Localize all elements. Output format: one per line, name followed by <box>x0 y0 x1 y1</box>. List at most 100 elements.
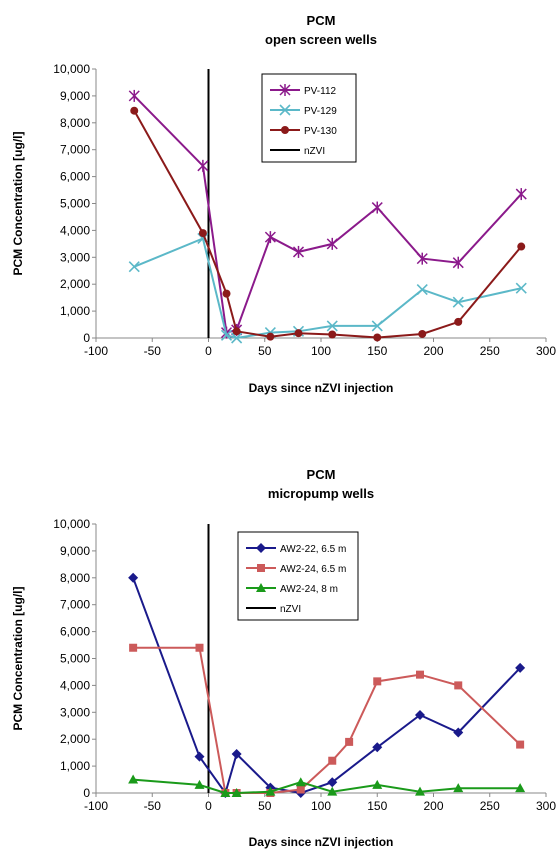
micropump-series-aw2-24-6-5-m-point <box>195 643 204 652</box>
open-screen-x-tick-label: 200 <box>423 344 443 358</box>
open-screen-legend-box <box>261 73 357 163</box>
open-screen-x-tick-label: 0 <box>205 344 212 358</box>
open-screen-series-pv-129-point <box>128 261 140 273</box>
open-screen-y-tick-label: 4,000 <box>60 223 90 237</box>
micropump-y-tick-label: 1,000 <box>60 759 90 773</box>
micropump-y-tick-label: 4,000 <box>60 678 90 692</box>
open-screen-y-tick-label: 0 <box>83 331 90 345</box>
open-screen-series-pv-129-point <box>220 329 233 341</box>
micropump-series-aw2-22-6-5-m-point <box>453 727 464 738</box>
micropump-series-aw2-24-6-5-m-point <box>129 643 138 652</box>
micropump-legend-item-aw2-22-6-5-m-marker <box>256 543 266 553</box>
open-screen-x-tick-label: 100 <box>311 344 331 358</box>
micropump-y-tick-label: 3,000 <box>60 705 90 719</box>
open-screen-series-pv-130-point <box>198 229 207 238</box>
chart-micropump-wells: PCM micropump wells 0 1,000 2,000 3,000 4,000 5… <box>0 426 557 852</box>
micropump-series-aw2-24-8-m-point <box>128 774 139 784</box>
micropump-legend-item-nzvi-label: nZVI <box>280 604 301 615</box>
open-screen-y-tick-label: 9,000 <box>60 89 90 103</box>
open-screen-legend-item-pv-112-marker <box>279 84 291 96</box>
open-screen-series-pv-112-point <box>197 159 209 172</box>
micropump-x-tick-label: 200 <box>423 799 443 813</box>
open-screen-series-pv-112-point <box>264 231 276 244</box>
open-screen-legend-item-pv-112-label: PV-112 <box>304 86 336 97</box>
micropump-series-aw2-24-8-m-point <box>453 783 464 793</box>
micropump-series-aw2-24-6-5-m <box>129 643 525 797</box>
open-screen-series-pv-130-point <box>373 333 382 342</box>
micropump-series-aw2-24-6-5-m-point <box>328 756 337 765</box>
micropump-series-aw2-24-6-5-m-point <box>345 737 354 746</box>
micropump-series-aw2-24-6-5-m-line <box>133 646 521 794</box>
open-screen-series-pv-130-point <box>294 329 303 338</box>
micropump-series-aw2-22-6-5-m-point <box>231 748 242 759</box>
chart-svg-micropump-wells: PCM micropump wells 0 1,000 2,000 3,000 4,000 5… <box>11 467 556 849</box>
micropump-y-tick-label: 9,000 <box>60 544 90 558</box>
micropump-legend-item-nzvi: nZVI <box>246 604 301 615</box>
micropump-series-aw2-24-6-5-m-point <box>373 677 382 686</box>
micropump-y-tick-label: 5,000 <box>60 652 90 666</box>
open-screen-series-pv-130-point <box>266 332 275 341</box>
micropump-series-aw2-24-8-m-point <box>327 786 338 796</box>
open-screen-legend: PV-112 PV-129 PV-130 nZVI <box>261 73 357 163</box>
open-screen-y-axis-title: PCM Concentration [ug/l] <box>11 132 25 276</box>
micropump-x-tick-label: 50 <box>258 799 272 813</box>
open-screen-series-pv-112-point <box>371 201 383 214</box>
open-screen-series-pv-112-point <box>416 252 428 265</box>
micropump-x-tick-label: 300 <box>536 799 556 813</box>
open-screen-legend-item-pv-112: PV-112 <box>270 84 336 97</box>
micropump-series-aw2-24-8-m-point <box>372 779 383 789</box>
micropump-series-aw2-24-6-5-m-point <box>516 740 525 749</box>
open-screen-series-pv-129-point <box>416 284 428 296</box>
open-screen-x-axis-title: Days since nZVI injection <box>249 381 394 395</box>
open-screen-series-pv-129 <box>128 232 527 344</box>
micropump-legend-item-aw2-24-6-5-m-marker <box>257 564 265 572</box>
open-screen-series-pv-112-point <box>292 245 305 258</box>
open-screen-series-pv-130-point <box>517 242 526 251</box>
micropump-x-tick-label: -50 <box>144 799 162 813</box>
micropump-series-aw2-24-6-5-m-point <box>454 681 463 690</box>
micropump-y-axis-title: PCM Concentration [ug/l] <box>11 587 25 731</box>
micropump-legend-item-aw2-22-6-5-m-label: AW2-22, 6.5 m <box>280 544 346 555</box>
open-screen-x-tick-label: 50 <box>258 344 272 358</box>
micropump-series-aw2-24-6-5-m-point <box>296 785 305 794</box>
open-screen-legend-item-pv-130-label: PV-130 <box>304 126 337 137</box>
micropump-series-aw2-24-8-m-point <box>515 783 526 793</box>
micropump-legend-item-aw2-24-6-5-m-label: AW2-24, 6.5 m <box>280 564 346 575</box>
open-screen-legend-item-nzvi: nZVI <box>270 146 325 157</box>
open-screen-legend-item-nzvi-label: nZVI <box>304 146 325 157</box>
micropump-series-aw2-22-6-5-m-point <box>128 572 139 583</box>
micropump-series-aw2-24-8-m-point <box>295 777 306 787</box>
open-screen-series-pv-112-point <box>326 237 338 250</box>
open-screen-legend-item-pv-129-label: PV-129 <box>304 106 337 117</box>
micropump-y-tick-label: 10,000 <box>53 517 90 531</box>
open-screen-y-tick-label: 8,000 <box>60 116 90 130</box>
micropump-series-aw2-24-6-5-m-point <box>416 670 424 679</box>
micropump-y-tick-label: 2,000 <box>60 732 90 746</box>
micropump-x-tick-label: 150 <box>367 799 387 813</box>
micropump-y-tick-label: 7,000 <box>60 598 90 612</box>
open-screen-x-tick-label: 300 <box>536 344 556 358</box>
micropump-legend: AW2-22, 6.5 m AW2-24, 6.5 m AW2-24, 8 m nZV… <box>237 531 359 621</box>
micropump-series-aw2-24-8-m-point <box>415 786 425 796</box>
open-screen-y-tick-label: 6,000 <box>60 170 90 184</box>
open-screen-series-pv-112-point <box>515 188 527 201</box>
micropump-series-aw2-22-6-5-m-point <box>372 742 383 753</box>
open-screen-chart-title: PCM <box>307 13 336 28</box>
micropump-chart-title: PCM <box>307 467 336 482</box>
micropump-legend-item-aw2-22-6-5-m: AW2-22, 6.5 m <box>246 543 346 555</box>
open-screen-series-pv-130-point <box>418 329 427 338</box>
micropump-series-aw2-24-8-m-point <box>220 788 231 797</box>
open-screen-series-pv-112-point <box>128 89 140 102</box>
micropump-x-tick-label: 0 <box>205 799 212 813</box>
open-screen-series-pv-129-point <box>452 296 464 308</box>
open-screen-x-tick-label: -100 <box>84 344 108 358</box>
open-screen-legend-item-pv-130: PV-130 <box>270 126 337 137</box>
open-screen-x-tick-label: 250 <box>480 344 500 358</box>
micropump-series-aw2-24-8-m-point <box>194 779 205 789</box>
chart-svg-open-screen-wells: PCM open screen wells 0 1,000 2,000 3,000 4,00… <box>11 13 556 395</box>
open-screen-y-tick-label: 7,000 <box>60 143 90 157</box>
open-screen-series-pv-129-point <box>326 320 338 332</box>
open-screen-series-pv-130-point <box>328 330 337 339</box>
chart-open-screen-wells: PCM open screen wells 0 1,000 2,000 3,000 4,00… <box>0 0 557 420</box>
micropump-x-axis-title: Days since nZVI injection <box>249 835 394 849</box>
